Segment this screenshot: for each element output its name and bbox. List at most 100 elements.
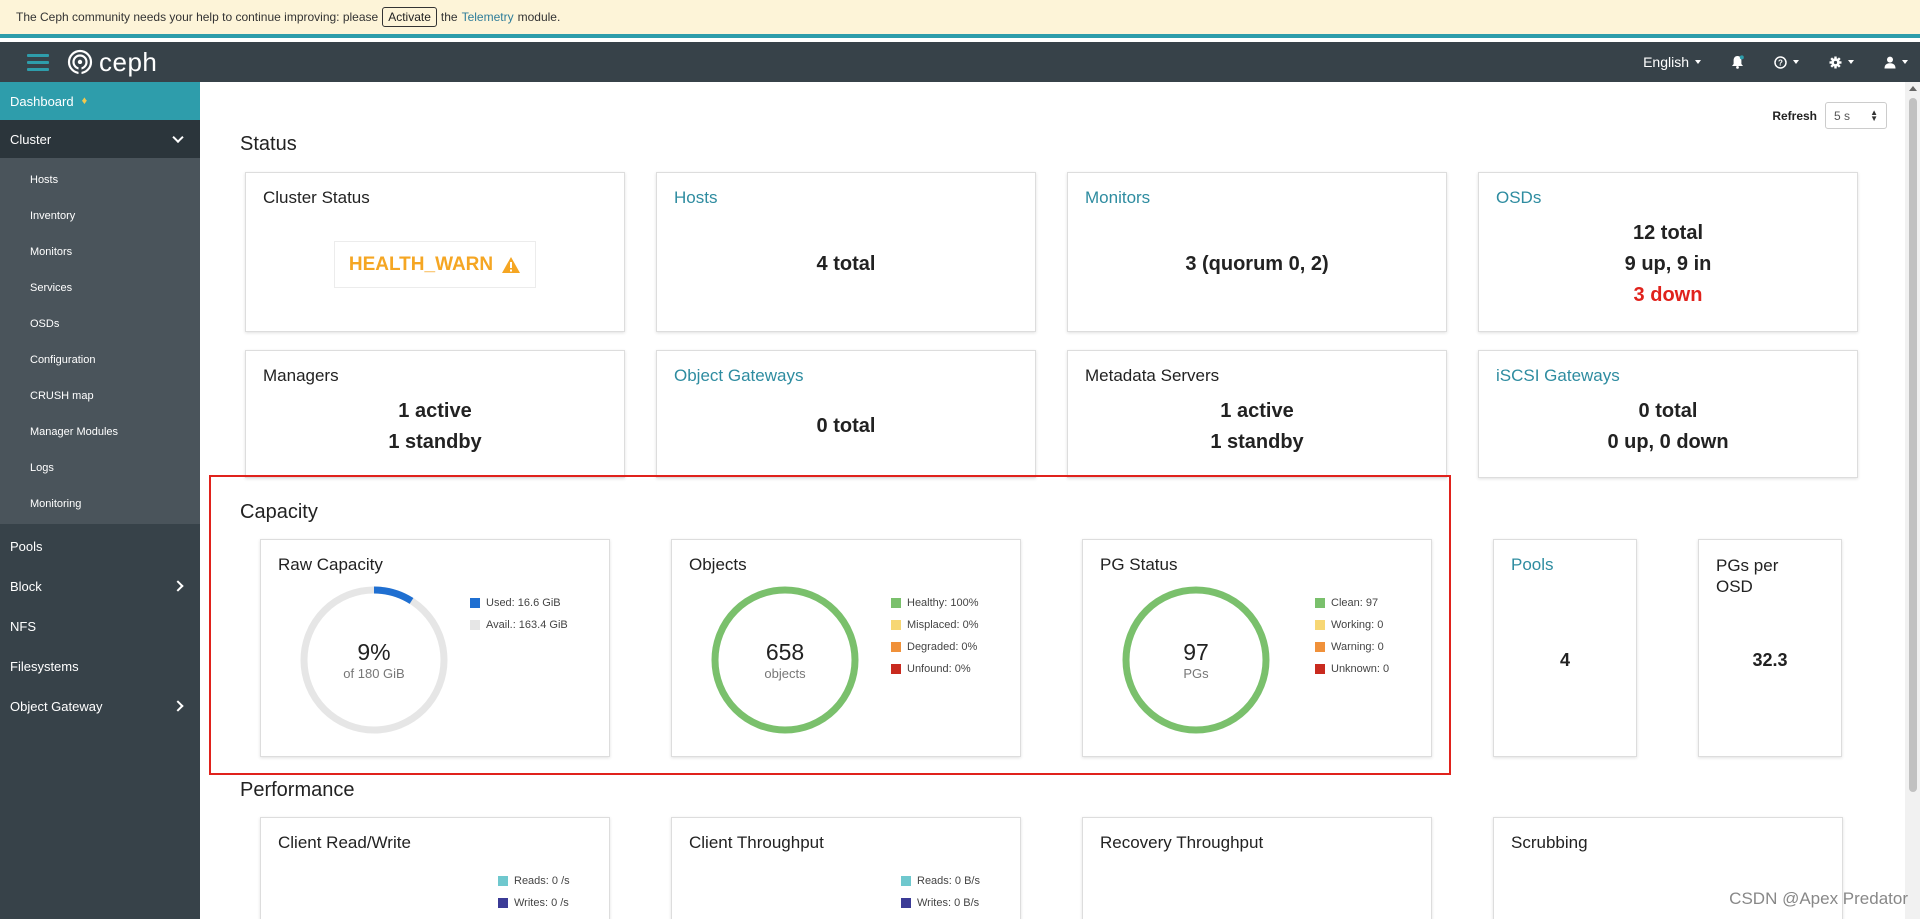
card-title: Recovery Throughput [1100,833,1264,852]
raw-capacity-percent: 9% [357,639,391,665]
ceph-logo[interactable]: ceph [67,47,157,78]
sidebar-item-inventory[interactable]: Inventory [30,210,76,222]
iscsi-total: 0 total [1638,400,1698,422]
capacity-section-title: Capacity [240,501,318,523]
raw-capacity-card: Raw Capacity 9% of 180 GiB Used: 16.6 Gi… [260,539,610,757]
notifications-button[interactable] [1731,55,1744,69]
sidebar-item-cluster[interactable]: Cluster [0,120,200,158]
warning-icon [502,256,521,273]
card-title: Managers [263,366,339,385]
card-title: Cluster Status [263,188,370,207]
sidebar-item-label: NFS [10,618,36,634]
sidebar-item-services[interactable]: Services [30,282,73,294]
cluster-submenu: Hosts Inventory Monitors Services OSDs C… [0,158,200,524]
recovery-throughput-card: Recovery Throughput [1082,817,1432,919]
health-status-badge[interactable]: HEALTH_WARN [334,241,536,288]
sidebar-item-label: Pools [10,538,43,554]
legend-working: Working: 0 [1315,614,1389,636]
sidebar-item-label: Dashboard [10,93,74,109]
chevron-down-icon [1902,60,1908,64]
osds-total: 12 total [1632,222,1704,244]
sidebar-item-osds[interactable]: OSDs [30,318,60,330]
language-selector[interactable]: English [1643,54,1701,70]
chevron-down-icon [1793,60,1799,64]
legend-reads: Reads: 0 /s [498,870,570,892]
page-scrollbar[interactable] [1905,82,1920,919]
telemetry-link[interactable]: Telemetry [461,10,514,24]
refresh-interval-select[interactable]: 5 s ▲ ▼ [1825,102,1887,129]
legend-warning: Warning: 0 [1315,636,1389,658]
sidebar-item-dashboard[interactable]: Dashboard ♦ [0,82,200,120]
card-title: Objects [689,555,747,574]
iscsi-gateways-card: iSCSI Gateways 0 total 0 up, 0 down [1478,350,1858,478]
iscsi-gateways-card-link[interactable]: iSCSI Gateways [1496,366,1620,385]
legend-unfound: Unfound: 0% [891,658,979,680]
gear-icon [1829,56,1842,68]
dashboard-main: Refresh 5 s ▲ ▼ Status Cluster Status HEA… [200,82,1905,919]
banner-text: The Ceph community needs your help to co… [16,10,379,24]
card-title: Scrubbing [1511,833,1588,852]
pg-unit: PGs [1183,666,1209,681]
hamburger-menu-icon[interactable] [27,53,49,71]
top-navbar: ceph English ? [0,42,1920,82]
sidebar-item-label: Filesystems [10,658,79,674]
osds-up-in: 9 up, 9 in [1624,253,1712,275]
brand-name: ceph [99,46,158,77]
user-menu[interactable] [1884,56,1908,69]
help-menu[interactable]: ? [1774,55,1799,69]
chevron-down-icon [172,131,184,144]
sidebar-item-hosts[interactable]: Hosts [30,174,59,186]
pools-count: 4 [1559,650,1570,670]
status-section-title: Status [240,133,297,155]
sidebar-item-object-gateway[interactable]: Object Gateway [0,686,200,726]
ceph-logo-icon [67,49,93,75]
managers-standby: 1 standby [388,431,482,453]
legend-healthy: Healthy: 100% [891,592,979,614]
legend-unknown: Unknown: 0 [1315,658,1389,680]
metadata-servers-card: Metadata Servers 1 active 1 standby [1067,350,1447,478]
objects-unit: objects [764,666,806,681]
sidebar-item-label: Cluster [10,131,52,147]
monitors-card-link[interactable]: Monitors [1085,188,1151,207]
scroll-up-icon[interactable] [1909,86,1917,91]
card-title: PG Status [1100,555,1178,574]
legend-clean: Clean: 97 [1315,592,1389,614]
scrollbar-thumb[interactable] [1909,98,1917,792]
iscsi-updown: 0 up, 0 down [1607,431,1729,453]
user-icon [1884,56,1896,68]
sidebar-item-pools[interactable]: Pools [0,526,200,566]
managers-card: Managers 1 active 1 standby [245,350,625,478]
legend-used: Used: 16.6 GiB [470,592,568,614]
pools-card-link[interactable]: Pools [1511,555,1554,574]
osds-card-link[interactable]: OSDs [1496,188,1542,207]
object-gateways-card-link[interactable]: Object Gateways [674,366,804,385]
health-status-text: HEALTH_WARN [348,253,494,275]
sidebar-item-crush-map[interactable]: CRUSH map [30,390,94,402]
activate-telemetry-button[interactable]: Activate [382,7,437,27]
legend-avail: Avail.: 163.4 GiB [470,614,568,636]
hosts-total: 4 total [816,253,876,275]
banner-text-after: module. [517,10,561,24]
monitors-quorum: 3 (quorum 0, 2) [1185,253,1329,275]
osds-card: OSDs 12 total 9 up, 9 in 3 down [1478,172,1858,332]
hosts-card-link[interactable]: Hosts [674,188,718,207]
sidebar-item-logs[interactable]: Logs [30,462,54,474]
sidebar-item-label: Block [10,578,42,594]
banner-text-the: the [440,10,458,24]
sidebar-item-monitors[interactable]: Monitors [30,246,73,258]
sidebar-item-block[interactable]: Block [0,566,200,606]
sidebar-item-manager-modules[interactable]: Manager Modules [30,426,119,438]
card-title: Raw Capacity [278,555,383,574]
refresh-label: Refresh [1772,108,1817,123]
legend-misplaced: Misplaced: 0% [891,614,979,636]
sidebar-item-monitoring[interactable]: Monitoring [30,498,82,510]
objects-card: Objects 658 objects Healthy: 100% Mispla… [671,539,1021,757]
sidebar-item-configuration[interactable]: Configuration [30,354,96,366]
sidebar-item-nfs[interactable]: NFS [0,606,200,646]
chevron-down-icon [1695,60,1701,64]
sidebar-item-filesystems[interactable]: Filesystems [0,646,200,686]
watermark: CSDN @Apex Predator [1729,889,1908,908]
svg-text:?: ? [1778,58,1783,67]
monitors-card: Monitors 3 (quorum 0, 2) [1067,172,1447,332]
settings-menu[interactable] [1829,56,1854,69]
